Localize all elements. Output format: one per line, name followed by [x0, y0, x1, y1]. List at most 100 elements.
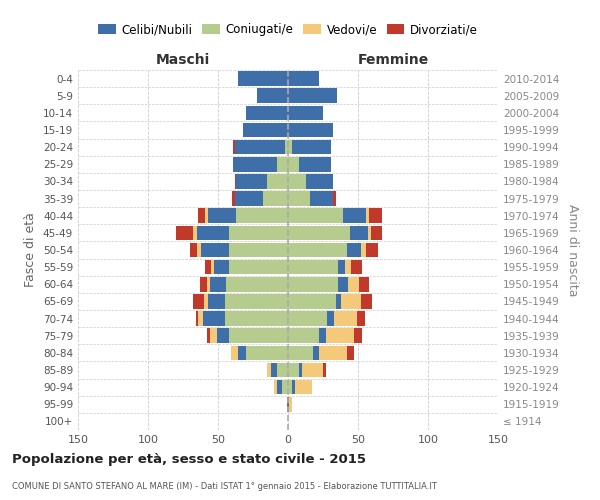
Bar	[263, 192, 288, 206]
Bar	[326, 328, 354, 343]
Bar	[341, 294, 361, 308]
Bar	[225, 312, 288, 326]
Bar	[233, 140, 235, 154]
Bar	[371, 226, 382, 240]
Bar	[359, 277, 369, 291]
Bar	[176, 226, 193, 240]
Bar	[226, 277, 288, 291]
Bar	[288, 294, 335, 308]
Bar	[333, 192, 335, 206]
Bar	[288, 226, 350, 240]
Bar	[288, 397, 289, 411]
Bar	[204, 294, 208, 308]
Bar	[289, 397, 292, 411]
Bar	[232, 192, 235, 206]
Bar	[288, 362, 299, 378]
Bar	[288, 346, 313, 360]
Bar	[323, 362, 326, 378]
Bar	[361, 242, 367, 258]
Bar	[207, 328, 209, 343]
Bar	[327, 312, 334, 326]
Bar	[238, 72, 288, 86]
Bar	[285, 140, 288, 154]
Y-axis label: Fasce di età: Fasce di età	[25, 212, 37, 288]
Bar	[334, 312, 356, 326]
Bar	[299, 157, 331, 172]
Bar	[361, 294, 372, 308]
Bar	[299, 362, 302, 378]
Bar	[205, 208, 208, 223]
Y-axis label: Anni di nascita: Anni di nascita	[566, 204, 579, 296]
Bar	[229, 242, 288, 258]
Bar	[257, 88, 288, 103]
Bar	[288, 88, 337, 103]
Bar	[288, 192, 310, 206]
Bar	[193, 294, 204, 308]
Bar	[367, 208, 369, 223]
Bar	[288, 328, 319, 343]
Bar	[235, 140, 285, 154]
Bar	[369, 208, 382, 223]
Bar	[288, 242, 347, 258]
Bar	[347, 242, 361, 258]
Bar	[348, 277, 359, 291]
Bar	[205, 260, 211, 274]
Bar	[288, 208, 343, 223]
Bar	[201, 242, 229, 258]
Bar	[214, 260, 229, 274]
Bar	[267, 174, 288, 188]
Bar	[199, 208, 205, 223]
Bar	[267, 362, 271, 378]
Bar	[229, 226, 288, 240]
Bar	[292, 380, 295, 394]
Bar	[229, 328, 288, 343]
Bar	[288, 277, 338, 291]
Bar	[367, 242, 377, 258]
Bar	[288, 106, 323, 120]
Bar	[271, 362, 277, 378]
Bar	[197, 226, 229, 240]
Bar	[238, 346, 246, 360]
Bar	[287, 397, 288, 411]
Bar	[288, 380, 292, 394]
Bar	[319, 328, 326, 343]
Bar	[288, 122, 333, 138]
Bar	[335, 294, 341, 308]
Bar	[346, 260, 351, 274]
Bar	[288, 174, 306, 188]
Text: Femmine: Femmine	[358, 52, 428, 66]
Bar	[208, 294, 225, 308]
Bar	[306, 174, 333, 188]
Bar	[246, 346, 288, 360]
Bar	[356, 312, 365, 326]
Bar	[200, 277, 207, 291]
Bar	[190, 242, 197, 258]
Bar	[277, 157, 288, 172]
Bar	[288, 72, 319, 86]
Bar	[347, 346, 354, 360]
Bar	[209, 277, 226, 291]
Bar	[295, 380, 312, 394]
Bar	[193, 226, 197, 240]
Text: Maschi: Maschi	[156, 52, 210, 66]
Bar	[209, 328, 217, 343]
Bar	[277, 380, 283, 394]
Bar	[211, 260, 214, 274]
Legend: Celibi/Nubili, Coniugati/e, Vedovi/e, Divorziati/e: Celibi/Nubili, Coniugati/e, Vedovi/e, Di…	[93, 18, 483, 40]
Bar	[368, 226, 371, 240]
Bar	[288, 140, 292, 154]
Text: Popolazione per età, sesso e stato civile - 2015: Popolazione per età, sesso e stato civil…	[12, 452, 366, 466]
Bar	[236, 174, 267, 188]
Bar	[288, 157, 299, 172]
Bar	[274, 380, 277, 394]
Bar	[302, 362, 323, 378]
Bar	[225, 294, 288, 308]
Bar	[338, 260, 346, 274]
Bar	[343, 208, 367, 223]
Bar	[229, 260, 288, 274]
Bar	[288, 312, 327, 326]
Bar	[208, 208, 236, 223]
Bar	[292, 140, 331, 154]
Bar	[196, 312, 199, 326]
Bar	[207, 277, 209, 291]
